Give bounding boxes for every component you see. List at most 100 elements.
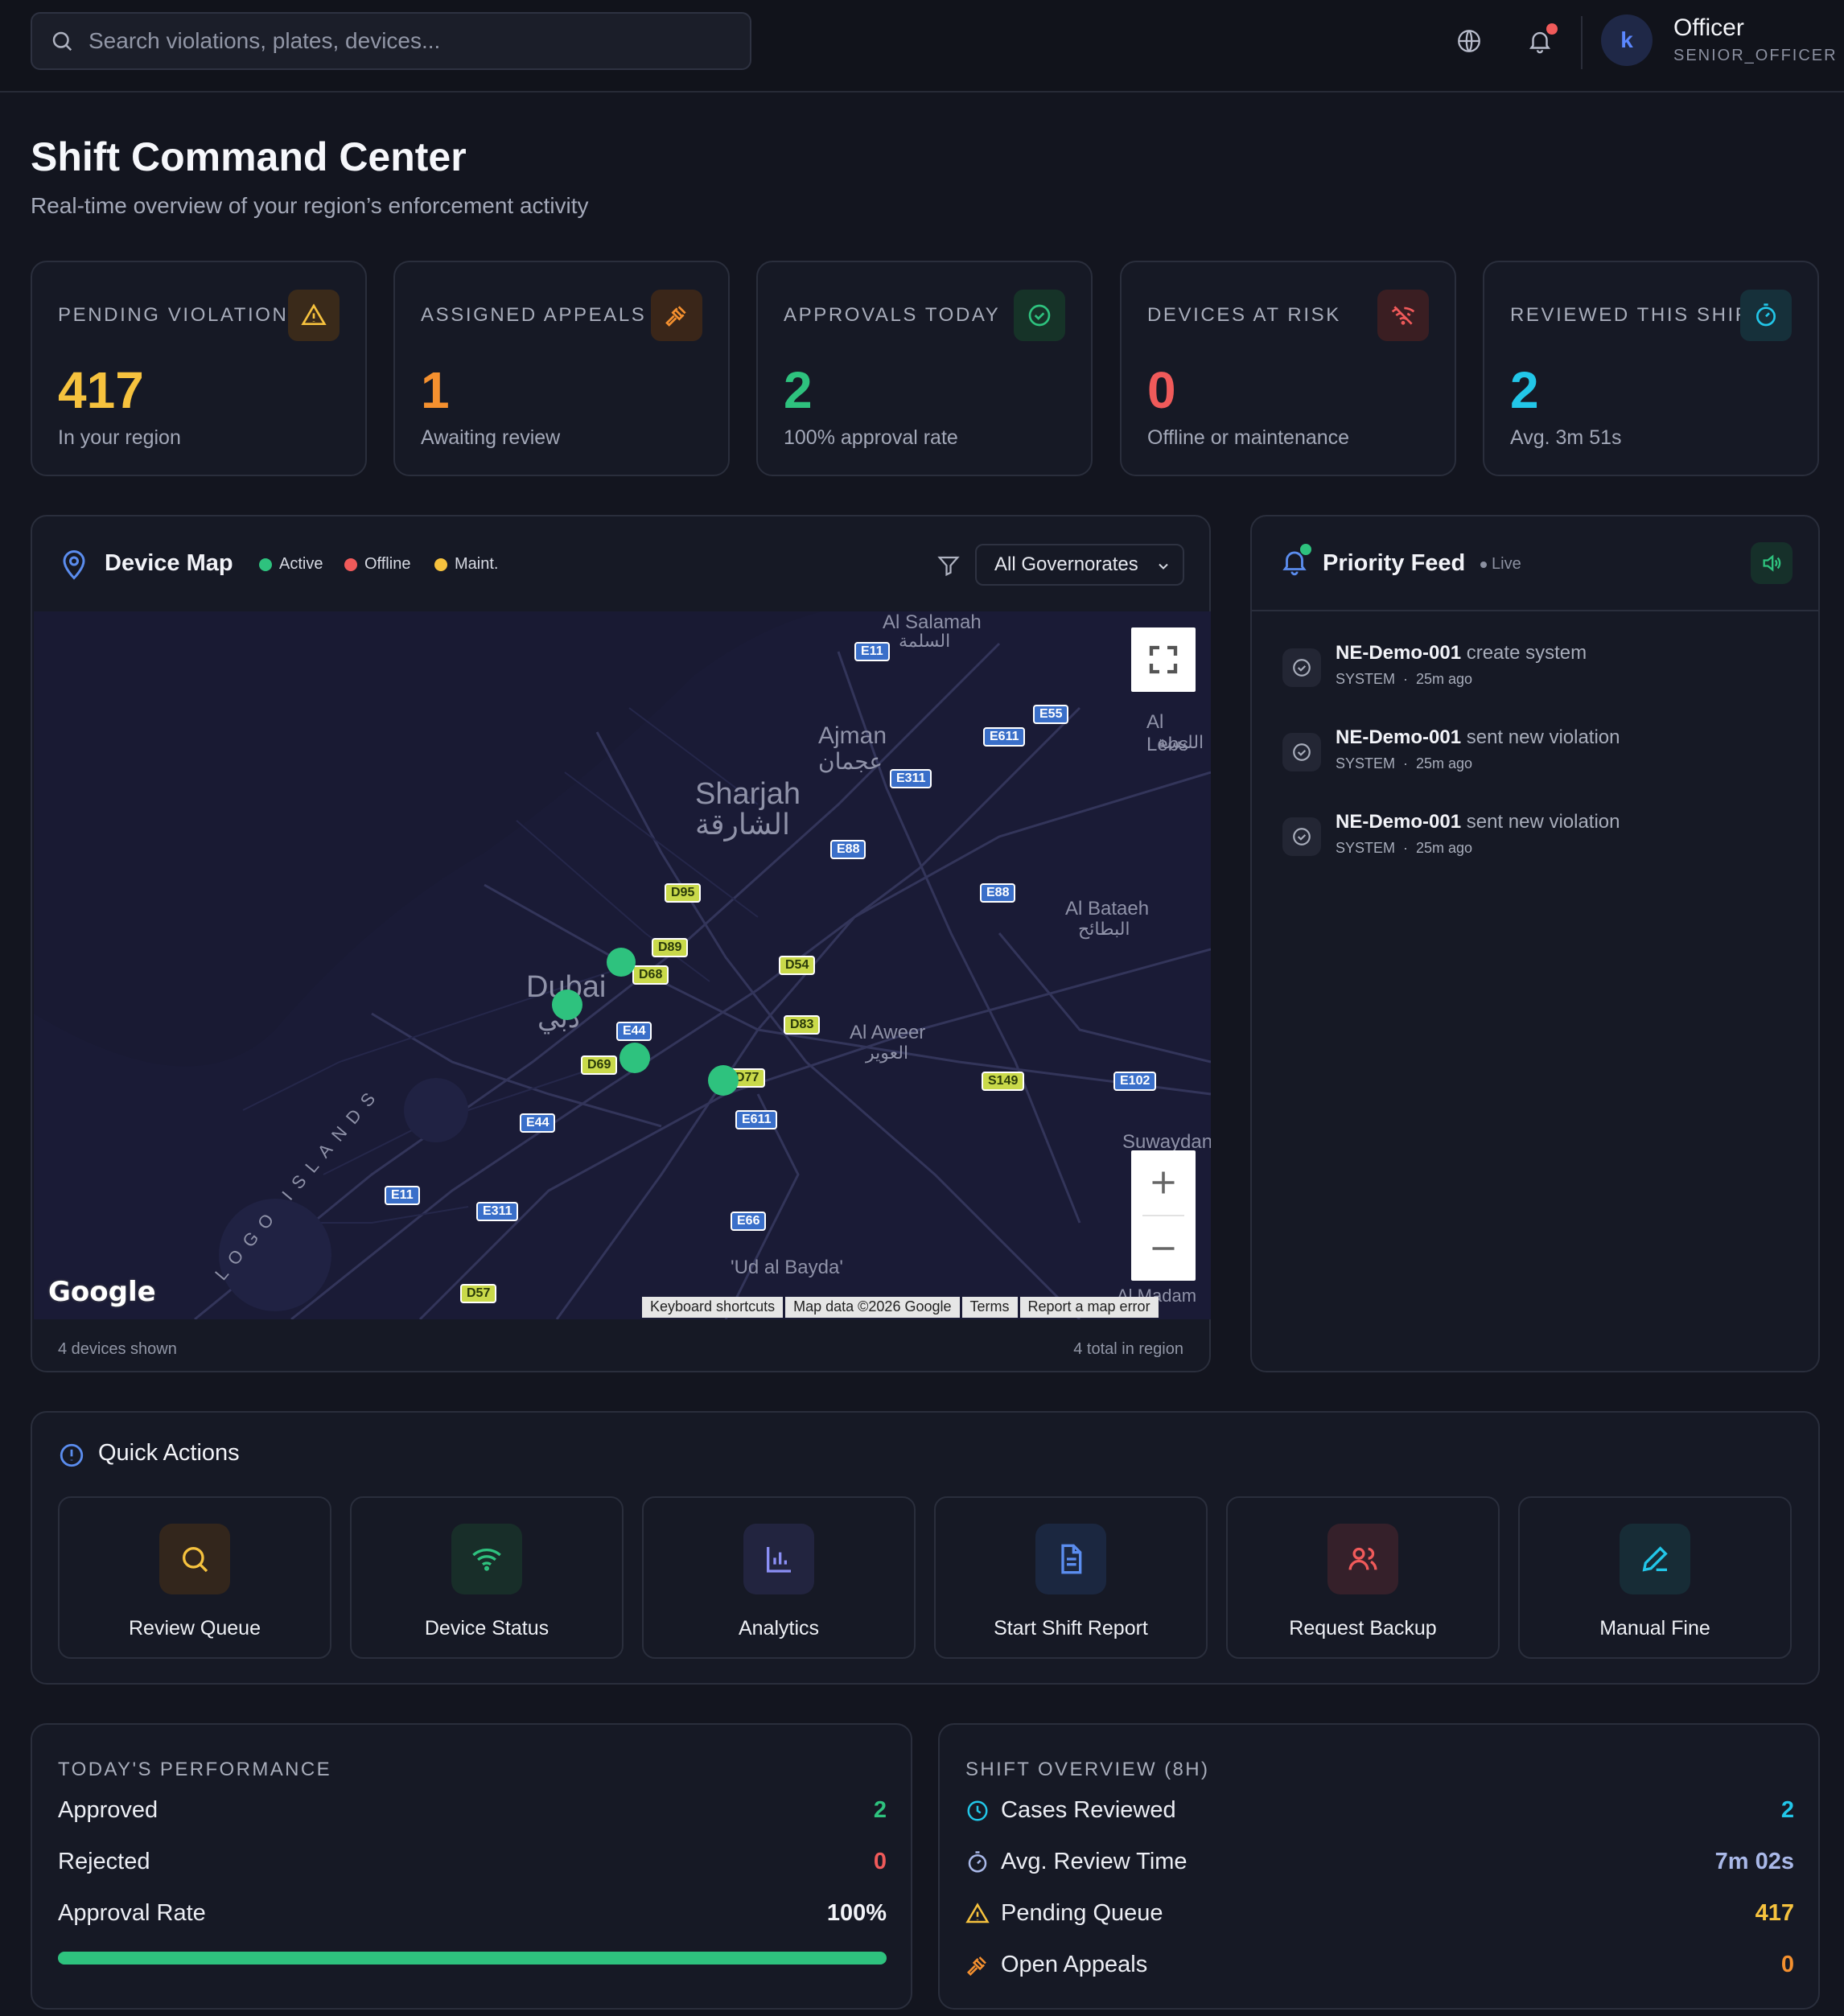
request-backup-button[interactable]: Request Backup [1226, 1496, 1500, 1659]
pen-icon [1620, 1524, 1690, 1594]
gavel-icon [966, 1956, 986, 1976]
pending-queue-label: Pending Queue [1001, 1900, 1163, 1926]
device-marker[interactable] [552, 989, 582, 1020]
timer-icon [1740, 290, 1792, 341]
stat-sub: Avg. 3m 51s [1510, 426, 1622, 449]
user-name[interactable]: Officer [1673, 14, 1744, 41]
route-shield: E88 [980, 883, 1016, 903]
legend-label: Offline [364, 555, 411, 573]
user-avatar[interactable]: k [1601, 14, 1653, 66]
legend-label: Active [279, 555, 323, 573]
stat-card-reviewed-this-shift[interactable]: REVIEWED THIS SHIFT 2 Avg. 3m 51s [1483, 261, 1819, 476]
stat-sub: Awaiting review [421, 426, 561, 449]
priority-feed-panel: Priority Feed Live NE-Demo-001 create sy… [1250, 515, 1820, 1372]
divider [1142, 1215, 1184, 1216]
device-marker[interactable] [607, 948, 636, 977]
stat-card-devices-at-risk[interactable]: DEVICES AT RISK 0 Offline or maintenance [1120, 261, 1456, 476]
performance-title: TODAY'S PERFORMANCE [58, 1759, 331, 1780]
stat-label: APPROVALS TODAY [784, 304, 1001, 326]
feed-item[interactable]: NE-Demo-001 sent new violation SYSTEM · … [1282, 726, 1789, 791]
route-shield: D95 [665, 883, 702, 903]
feed-item-meta: SYSTEM · 25m ago [1336, 755, 1473, 771]
search-input[interactable] [88, 28, 700, 54]
route-shield: E311 [890, 769, 932, 788]
sound-toggle-button[interactable] [1751, 542, 1793, 584]
quick-action-label: Start Shift Report [994, 1617, 1148, 1640]
check-circle-icon [1282, 648, 1321, 687]
feed-device: NE-Demo-001 [1336, 811, 1462, 833]
feed-action: sent new violation [1466, 811, 1620, 833]
divider [1581, 16, 1583, 69]
keyboard-shortcuts-link[interactable]: Keyboard shortcuts [642, 1297, 784, 1318]
notifications-button[interactable] [1516, 17, 1564, 65]
feed-action: create system [1466, 642, 1587, 664]
feed-device: NE-Demo-001 [1336, 726, 1462, 748]
google-logo: Google [48, 1276, 156, 1308]
filter-icon[interactable] [936, 553, 961, 578]
approval-rate-fill [58, 1952, 887, 1965]
stat-sub: Offline or maintenance [1147, 426, 1350, 449]
map-data-text: Map data ©2026 Google [785, 1297, 960, 1318]
legend-maintenance: Maint. [434, 555, 498, 574]
route-shield: E55 [1033, 705, 1069, 724]
analytics-button[interactable]: Analytics [642, 1496, 916, 1659]
route-shield: D68 [632, 965, 669, 985]
page-subtitle: Real-time overview of your region’s enfo… [31, 193, 589, 218]
quick-action-label: Device Status [424, 1617, 549, 1640]
fullscreen-icon [1149, 645, 1178, 674]
rejected-label: Rejected [58, 1849, 150, 1874]
rejected-row: Rejected 0 [58, 1849, 887, 1875]
stat-label: REVIEWED THIS SHIFT [1510, 304, 1764, 326]
device-marker[interactable] [708, 1065, 739, 1096]
feed-item[interactable]: NE-Demo-001 sent new violation SYSTEM · … [1282, 811, 1789, 875]
feed-item-text: NE-Demo-001 create system [1336, 642, 1587, 664]
stat-value: 2 [1510, 361, 1539, 419]
stat-sub: 100% approval rate [784, 426, 958, 449]
terms-link[interactable]: Terms [961, 1297, 1018, 1318]
governorate-select[interactable]: All Governorates [975, 544, 1184, 586]
stat-card-approvals-today[interactable]: APPROVALS TODAY 2 100% approval rate [756, 261, 1093, 476]
quick-action-label: Request Backup [1289, 1617, 1437, 1640]
stat-value: 2 [784, 361, 813, 419]
review-queue-button[interactable]: Review Queue [58, 1496, 331, 1659]
zoom-out-button[interactable] [1131, 1216, 1196, 1281]
timer-icon [968, 1850, 987, 1872]
device-status-button[interactable]: Device Status [350, 1496, 624, 1659]
feed-source: SYSTEM [1336, 755, 1396, 771]
device-marker[interactable] [619, 1043, 650, 1073]
stat-card-pending-violations[interactable]: PENDING VIOLATIONS 417 In your region [31, 261, 367, 476]
feed-time: 25m ago [1416, 840, 1473, 856]
stat-label: DEVICES AT RISK [1147, 304, 1341, 326]
route-shield: S149 [982, 1072, 1025, 1091]
global-search[interactable] [31, 12, 751, 70]
language-button[interactable] [1445, 17, 1493, 65]
avg-review-time-label: Avg. Review Time [1001, 1849, 1187, 1874]
map-canvas[interactable]: Al Salamah السلمة Ajman عجمان Sharjah ال… [34, 611, 1211, 1319]
feed-item-meta: SYSTEM · 25m ago [1336, 840, 1473, 856]
fullscreen-button[interactable] [1131, 627, 1196, 692]
start-shift-report-button[interactable]: Start Shift Report [934, 1496, 1208, 1659]
open-appeals-value: 0 [1780, 1952, 1794, 1977]
search-icon [159, 1524, 230, 1594]
map-place-label: Ajman [818, 722, 887, 749]
pending-queue-value: 417 [1755, 1900, 1794, 1926]
route-shield: D54 [779, 956, 816, 975]
feed-source: SYSTEM [1336, 840, 1396, 856]
open-appeals-row: Open Appeals 0 [965, 1952, 1794, 1978]
report-map-error-link[interactable]: Report a map error [1019, 1297, 1159, 1318]
approval-rate-bar [58, 1952, 887, 1965]
zoom-in-button[interactable] [1131, 1150, 1196, 1215]
live-indicator [1480, 562, 1487, 568]
manual-fine-button[interactable]: Manual Fine [1518, 1496, 1792, 1659]
feed-item[interactable]: NE-Demo-001 create system SYSTEM · 25m a… [1282, 642, 1789, 706]
quick-action-label: Review Queue [129, 1617, 261, 1640]
zoom-controls [1131, 1150, 1196, 1281]
live-dot [1300, 544, 1311, 555]
device-map-panel: Device Map Active Offline Maint. All Gov… [31, 515, 1211, 1372]
warning-icon [965, 1902, 990, 1923]
map-place-label: 'Ud al Bayda' [731, 1257, 843, 1278]
stat-label: ASSIGNED APPEALS [421, 304, 647, 326]
map-place-label: العوير [866, 1043, 909, 1063]
stat-card-assigned-appeals[interactable]: ASSIGNED APPEALS 1 Awaiting review [393, 261, 730, 476]
quick-action-label: Manual Fine [1599, 1617, 1710, 1640]
